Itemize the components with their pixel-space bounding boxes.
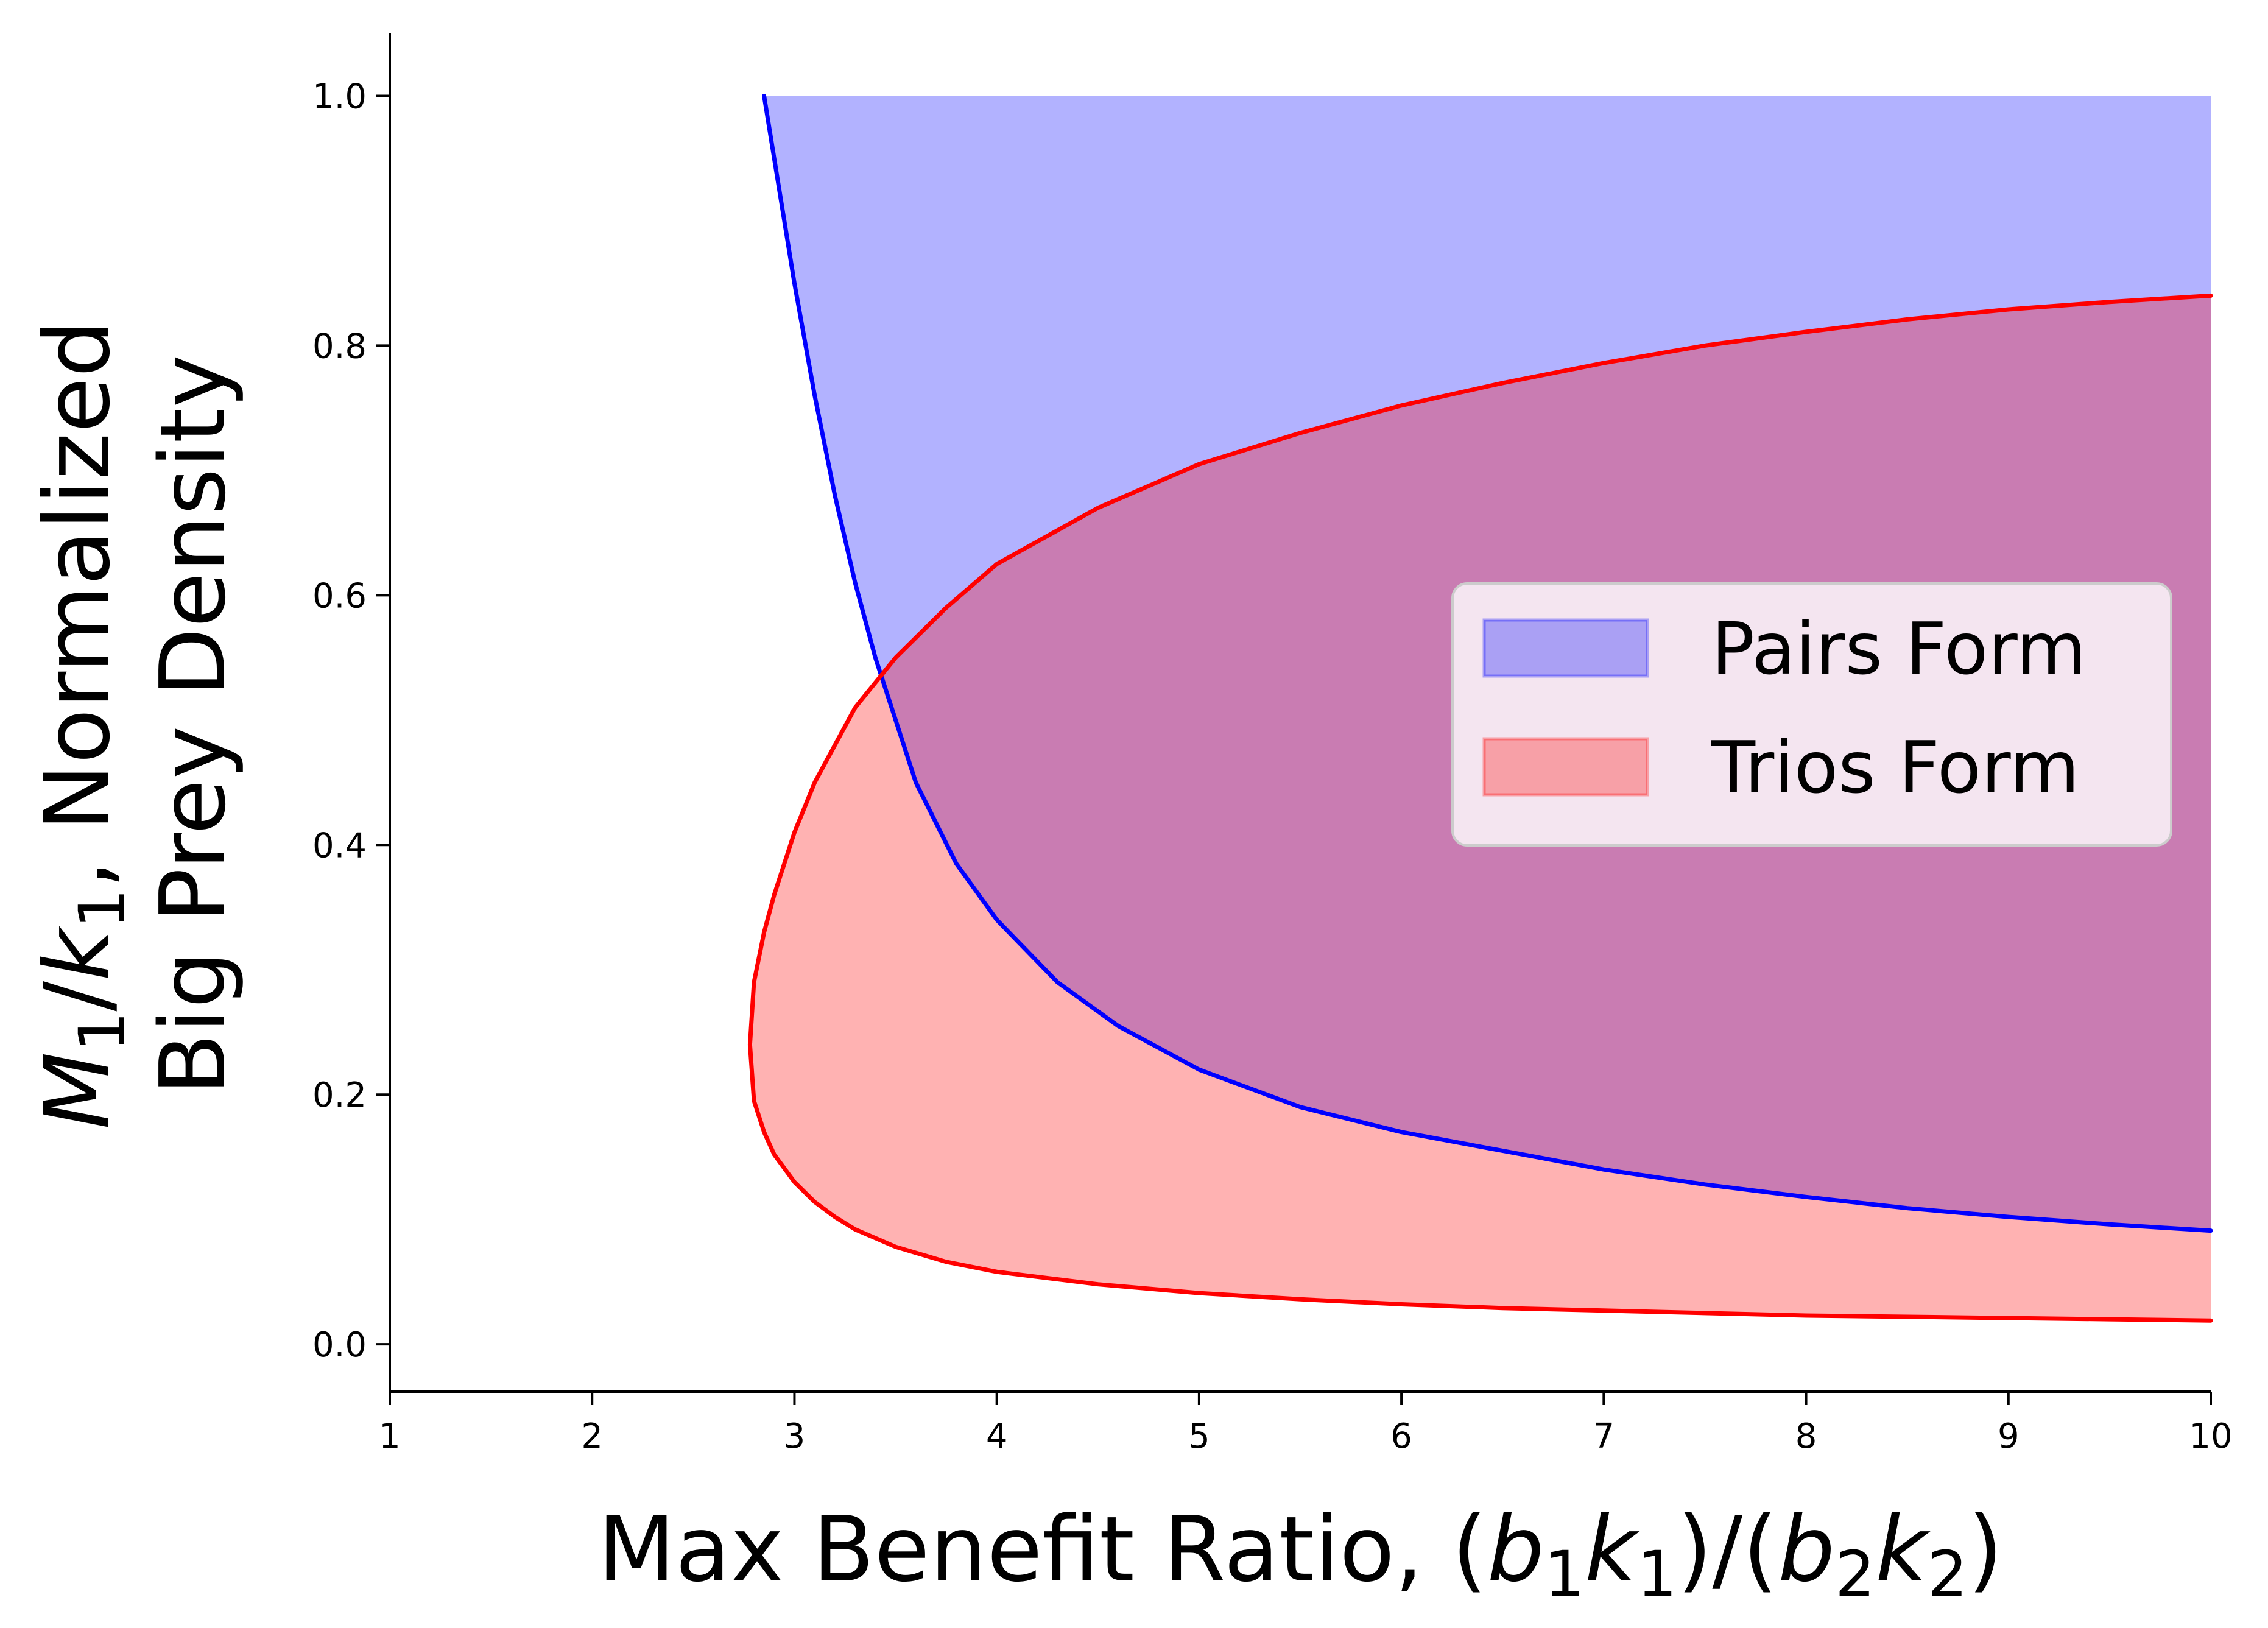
y-tick-label: 0.4 xyxy=(312,826,367,865)
x-tick-label: 1 xyxy=(379,1417,401,1456)
axis-titles: Max Benefit Ratio, (b1k1)/(b2k2) M1/k1, N… xyxy=(25,320,2003,1612)
pairs-form-boundary-line xyxy=(762,94,2213,1233)
legend: Pairs Form Trios Form xyxy=(1451,582,2172,847)
y-tick-label: 0.6 xyxy=(312,576,367,616)
y-tick-label: 0.0 xyxy=(312,1325,367,1365)
x-tick-label: 6 xyxy=(1390,1417,1412,1456)
legend-label-trios-form: Trios Form xyxy=(1711,725,2079,809)
series-lines xyxy=(747,94,2213,1323)
y-tick-label: 0.8 xyxy=(312,326,367,366)
y-axis-title-line1: M1/k1, Normalized xyxy=(25,320,139,1129)
y-tick-label: 1.0 xyxy=(312,77,367,116)
x-axis-title: Max Benefit Ratio, (b1k1)/(b2k2) xyxy=(597,1497,2003,1612)
axes: 1 2 3 4 5 6 7 8 9 10 0.0 0.2 0.4 0.6 0.8 1.0 xyxy=(312,33,2233,1456)
x-tick-label: 7 xyxy=(1593,1417,1615,1456)
y-axis-title-line2: Big Prey Density xyxy=(141,354,245,1095)
legend-label-pairs-form: Pairs Form xyxy=(1711,607,2087,691)
legend-swatch-pairs-form xyxy=(1482,618,1649,678)
x-tick-label: 4 xyxy=(986,1417,1008,1456)
x-tick-label: 10 xyxy=(2189,1417,2232,1456)
x-tick-label: 3 xyxy=(784,1417,806,1456)
legend-box xyxy=(1451,582,2172,847)
x-tick-label: 9 xyxy=(1998,1417,2020,1456)
y-tick-label: 0.2 xyxy=(312,1076,367,1115)
x-tick-label: 5 xyxy=(1188,1417,1210,1456)
x-tick-label: 2 xyxy=(581,1417,603,1456)
x-tick-label: 8 xyxy=(1795,1417,1817,1456)
legend-swatch-trios-form xyxy=(1482,737,1649,797)
trios-form-boundary-line xyxy=(747,293,2213,1323)
